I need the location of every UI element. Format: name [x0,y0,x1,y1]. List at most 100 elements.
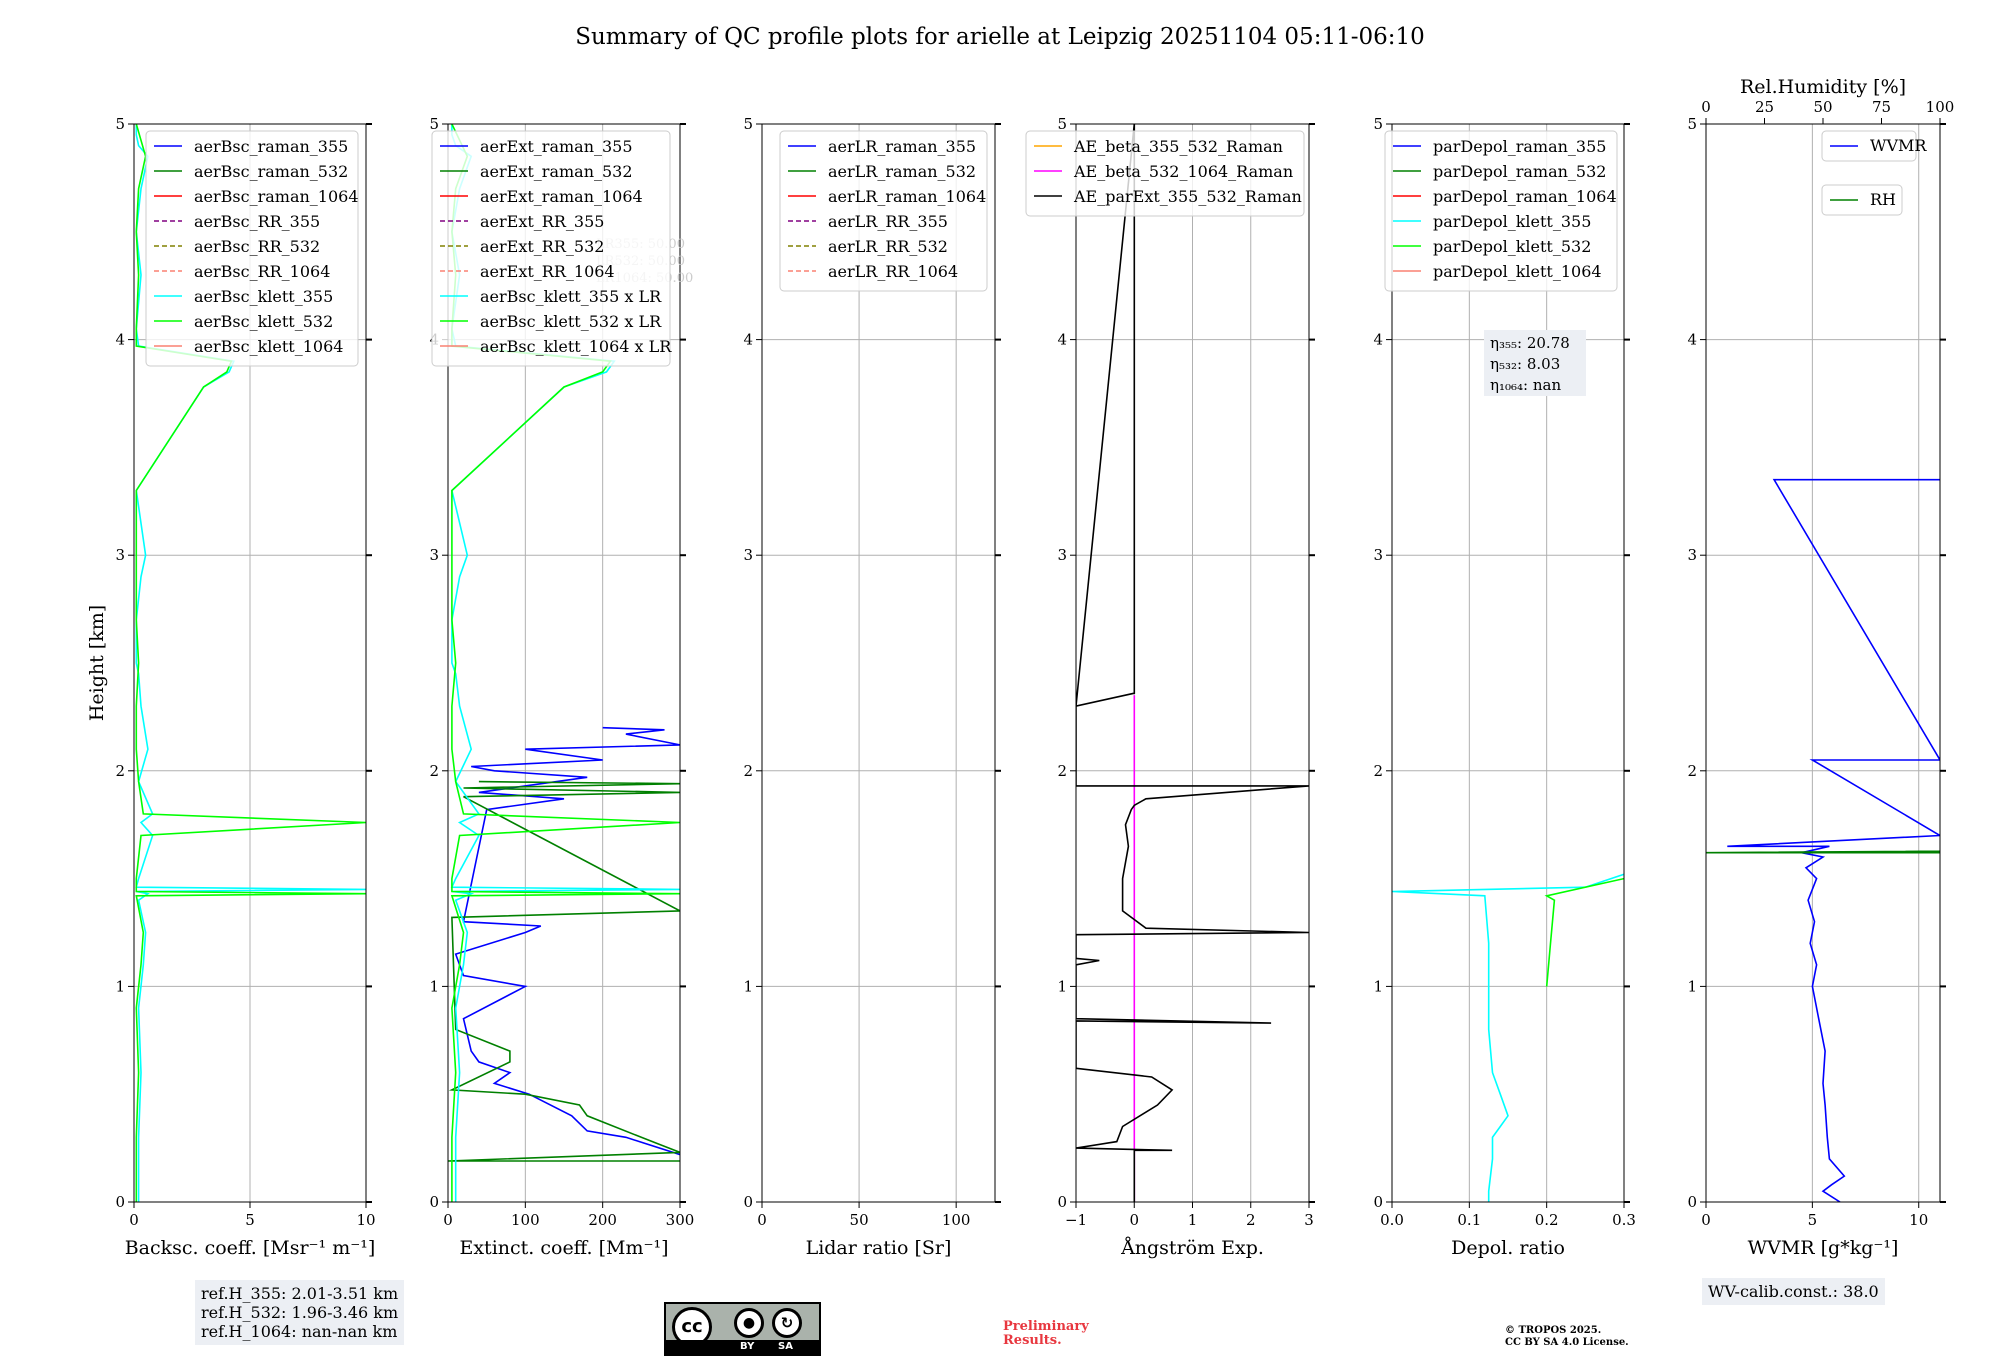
legend: aerLR_raman_355 aerLR_raman_532 aerLR_rama… [779,130,988,292]
y-axis-label: Height [km] [86,605,108,721]
eta-label: η₁₀₆₄: nan [1490,376,1561,394]
legend-box [431,130,671,367]
series-line-AE_parExt_355_532_Raman [1076,124,1309,1202]
legend-box [1821,130,1917,162]
eta-box [1484,330,1586,396]
eta-label: η₅₃₂: 8.03 [1490,355,1560,373]
y-tick-label: 2 [429,762,439,780]
y-tick-label: 3 [1687,546,1697,564]
legend-label: AE_parExt_355_532_Raman [1073,187,1302,206]
series-line-aerBsc_klett_532 [135,124,366,1202]
legend-label: aerBsc_klett_355 x LR [480,287,662,306]
eta-label: η₃₅₅: 20.78 [1490,334,1570,352]
series-line-WVMR [1727,478,1940,1202]
legend-label: aerBsc_raman_355 [194,137,348,156]
y-tick-label: 4 [743,331,753,349]
y-tick-label: 2 [115,762,125,780]
y-tick-label: 3 [1373,546,1383,564]
x-tick-label: 5 [1808,1211,1818,1229]
legend-label: parDepol_klett_355 [1433,212,1591,231]
y-tick-label: 5 [115,115,125,133]
y-tick-label: 4 [115,331,125,349]
y-tick-label: 4 [1373,331,1383,349]
legend-box [779,130,988,292]
legend-label: aerLR_raman_355 [828,137,976,156]
x-tick-label: 0.0 [1380,1211,1404,1229]
legend-label: RH [1870,190,1896,209]
legend-label: aerBsc_klett_1064 x LR [480,337,672,356]
series-line-aerExt_raman_355 [454,726,680,1156]
x-tick-label: 10 [356,1211,375,1229]
top-x-axis-label: Rel.Humidity [%] [1740,76,1906,98]
panel-depol: 0.0 0.1 0.2 0.3 0 1 2 3 4 5 Depol. ratio parDepol_r… [1373,115,1635,1259]
x-tick-label: 100 [511,1211,540,1229]
panel-bsc: 0 5 10 0 1 2 3 4 5 Backsc. coeff. [Msr⁻¹ m⁻¹] Heig… [86,115,376,1259]
y-tick-label: 4 [1687,331,1697,349]
legend-label: aerExt_raman_355 [480,137,633,156]
legend-box [145,130,359,367]
y-tick-label: 5 [429,115,439,133]
x-tick-label: 2 [1246,1211,1256,1229]
top-x-tick-label: 0 [1701,98,1711,116]
x-tick-label: 0 [1701,1211,1711,1229]
x-axis-label: Depol. ratio [1451,1237,1565,1259]
y-tick-label: 0 [1687,1193,1697,1211]
y-tick-label: 2 [743,762,753,780]
series-group [1392,873,1624,1202]
attribution-icon: ● [734,1308,764,1338]
legend: AE_beta_355_532_Raman AE_beta_532_1064_Ra… [1025,130,1305,217]
legend-label: WVMR [1870,136,1927,155]
figure-title: Summary of QC profile plots for arielle … [575,24,1425,50]
y-tick-label: 0 [1057,1193,1067,1211]
legend-label: parDepol_raman_1064 [1433,187,1617,206]
series-line-parDepol_klett_532 [1544,877,1624,987]
legend: aerBsc_raman_355 aerBsc_raman_532 aerBsc_r… [145,130,359,367]
legend-label: aerBsc_raman_532 [194,162,348,181]
legend-label: aerExt_raman_532 [480,162,633,181]
x-tick-label: −1 [1065,1211,1087,1229]
legend-label: aerBsc_RR_532 [194,237,320,256]
x-tick-label: 0.1 [1457,1211,1481,1229]
x-tick-label: 3 [1304,1211,1314,1229]
y-tick-label: 2 [1057,762,1067,780]
y-tick-label: 0 [429,1193,439,1211]
x-tick-label: 5 [245,1211,255,1229]
x-tick-label: 0 [757,1211,767,1229]
x-tick-label: 0.3 [1612,1211,1636,1229]
y-tick-label: 2 [1687,762,1697,780]
y-tick-label: 5 [743,115,753,133]
legend: aerExt_raman_355 aerExt_raman_532 aerExt_r… [431,130,672,367]
legend-label: aerExt_RR_532 [480,237,604,256]
y-tick-label: 2 [1373,762,1383,780]
x-axis-label: Lidar ratio [Sr] [806,1237,952,1259]
cc-by-label: BY [740,1341,755,1352]
series-line-aerExt_raman_532 [448,780,680,1162]
cc-sa-label: SA [778,1341,793,1352]
legend-label: aerBsc_raman_1064 [194,187,359,206]
y-tick-label: 1 [1057,977,1067,995]
x-tick-label: 10 [1909,1211,1928,1229]
top-x-tick-label: 75 [1872,98,1891,116]
legend-box [1821,184,1903,216]
series-group [1706,478,1940,1202]
axes-frame [761,123,996,1203]
x-tick-label: 0 [443,1211,453,1229]
preliminary-line-1: Preliminary [1003,1319,1089,1334]
y-tick-label: 3 [743,546,753,564]
legend: parDepol_raman_355 parDepol_raman_532 parD… [1384,130,1618,292]
y-tick-label: 1 [1373,977,1383,995]
y-tick-label: 3 [429,546,439,564]
y-tick-label: 5 [1057,115,1067,133]
legend-label: parDepol_klett_1064 [1433,262,1602,281]
top-x-tick-label: 100 [1926,98,1955,116]
legend-label: aerLR_raman_532 [828,162,976,181]
legend-label: parDepol_raman_532 [1433,162,1606,181]
y-tick-label: 5 [1687,115,1697,133]
top-x-tick-label: 50 [1813,98,1832,116]
x-tick-label: 0 [129,1211,139,1229]
legend-label: aerBsc_klett_355 [194,287,333,306]
x-tick-label: 100 [942,1211,971,1229]
x-axis-label: Ångström Exp. [1120,1237,1264,1259]
legend-label: parDepol_klett_532 [1433,237,1591,256]
